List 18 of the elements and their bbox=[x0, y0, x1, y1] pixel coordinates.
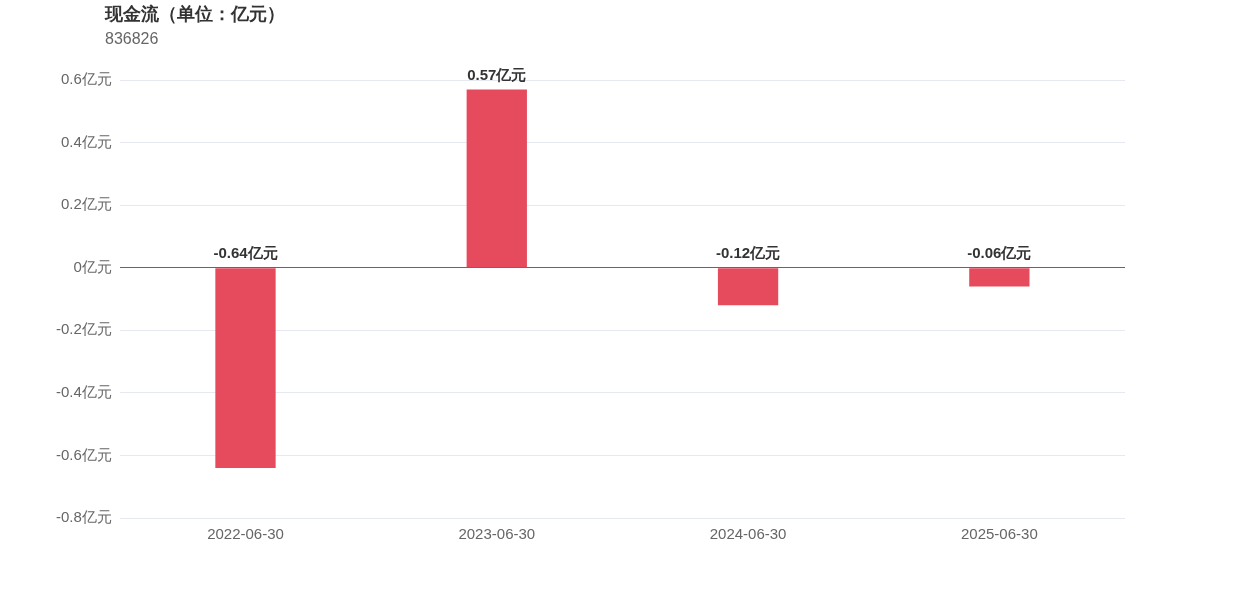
y-tick-label: 0.2亿元 bbox=[60, 195, 112, 213]
x-tick-label: 2023-06-30 bbox=[458, 525, 536, 543]
data-label: -0.06亿元 bbox=[967, 244, 1032, 262]
y-tick-label: 0亿元 bbox=[73, 257, 112, 275]
chart-title: 现金流（单位：亿元） bbox=[105, 3, 285, 26]
chart-subtitle: 836826 bbox=[105, 30, 159, 48]
data-label: -0.12亿元 bbox=[715, 244, 781, 262]
y-tick-label: 0.6亿元 bbox=[60, 70, 112, 88]
data-label: 0.57亿元 bbox=[467, 66, 527, 84]
y-tick-label: -0.8亿元 bbox=[55, 508, 112, 526]
y-tick-label: -0.2亿元 bbox=[55, 320, 112, 338]
y-tick-label: -0.6亿元 bbox=[55, 445, 112, 463]
x-tick-label: 2024-06-30 bbox=[709, 525, 787, 543]
data-label: -0.64亿元 bbox=[213, 244, 278, 262]
y-tick-label: -0.4亿元 bbox=[55, 383, 112, 400]
y-tick-label: 0.4亿元 bbox=[60, 132, 112, 150]
x-tick-label: 2025-06-30 bbox=[960, 525, 1038, 543]
x-tick-label: 2022-06-30 bbox=[207, 525, 284, 543]
